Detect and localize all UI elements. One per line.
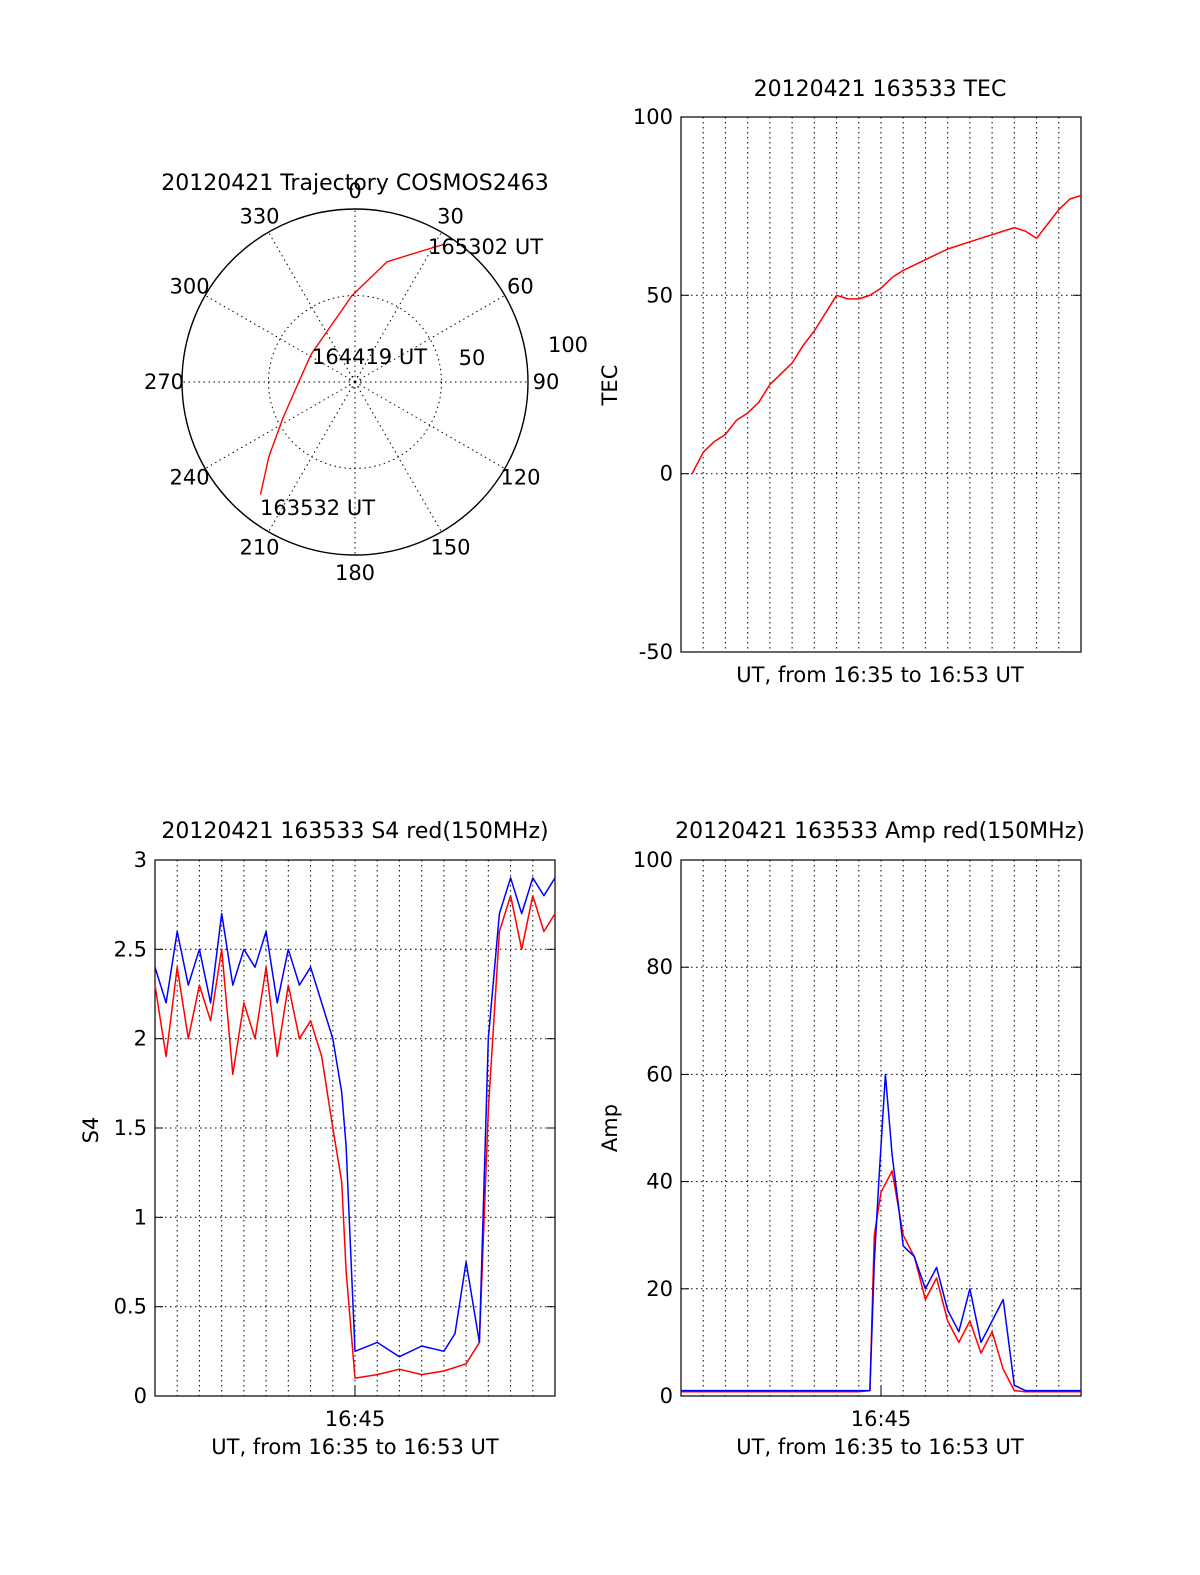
s4-xtick-label: 16:45 — [325, 1407, 386, 1431]
amp-panel: 20120421 163533 Amp red(150MHz) 0 20 40 60 8… — [598, 819, 1085, 1459]
s4-title: 20120421 163533 S4 red(150MHz) — [161, 819, 548, 844]
amp-xlabel: UT, from 16:35 to 16:53 UT — [736, 1435, 1024, 1459]
s4-xlabel: UT, from 16:35 to 16:53 UT — [211, 1435, 499, 1459]
s4-x-ticks: 16:45 — [325, 1386, 386, 1431]
tec-ytick-label-100: 100 — [633, 105, 673, 129]
amp-ytick-label-20: 20 — [646, 1277, 673, 1301]
polar-azimuth-label-330: 330 — [239, 205, 279, 229]
tec-plot-frame — [680, 116, 1082, 653]
polar-azimuth-label-150: 150 — [430, 535, 470, 559]
polar-annotation-end: 165302 UT — [428, 235, 543, 259]
polar-spoke-60 — [354, 295, 506, 383]
tec-y-ticks: -50 0 50 100 — [633, 105, 1081, 664]
tec-grid — [681, 117, 1081, 652]
amp-x-ticks: 16:45 — [851, 1386, 912, 1431]
amp-grid — [681, 860, 1081, 1396]
polar-title: 20120421 Trajectory COSMOS2463 — [161, 171, 548, 196]
amp-ytick-label-100: 100 — [633, 848, 673, 872]
amp-series — [681, 1073, 1081, 1393]
s4-series — [154, 877, 556, 1379]
polar-azimuth-label-300: 300 — [170, 275, 210, 299]
s4-ytick-label-2: 2 — [134, 1027, 147, 1051]
polar-elevation-label-50: 50 — [459, 346, 486, 370]
s4-series-line-0 — [154, 894, 556, 1379]
s4-series-line-1 — [154, 877, 556, 1358]
polar-azimuth-label-240: 240 — [170, 466, 210, 490]
polar-azimuth-label-120: 120 — [500, 466, 540, 490]
amp-xtick-label: 16:45 — [851, 1407, 912, 1431]
amp-ytick-label-60: 60 — [646, 1062, 673, 1086]
tec-series — [691, 194, 1082, 475]
polar-spoke-300 — [204, 295, 356, 383]
polar-azimuth-label-60: 60 — [507, 275, 534, 299]
amp-title: 20120421 163533 Amp red(150MHz) — [675, 819, 1085, 844]
tec-ytick-label-50: 50 — [646, 283, 673, 307]
polar-azimuth-label-210: 210 — [239, 535, 279, 559]
amp-series-line-1 — [681, 1073, 1081, 1392]
amp-ytick-label-40: 40 — [646, 1170, 673, 1194]
polar-azimuth-label-90: 90 — [533, 370, 560, 394]
tec-xlabel: UT, from 16:35 to 16:53 UT — [736, 663, 1024, 687]
s4-ylabel: S4 — [79, 1117, 103, 1144]
polar-spoke-30 — [354, 231, 442, 383]
polar-panel: 20120421 Trajectory COSMOS2463 0 30 60 90 12… — [144, 171, 588, 585]
s4-ytick-label-2.5: 2.5 — [114, 937, 147, 961]
s4-ytick-label-0.5: 0.5 — [114, 1295, 147, 1319]
amp-series-line-0 — [681, 1170, 1081, 1393]
s4-grid — [155, 860, 555, 1396]
tec-ytick-label-0: 0 — [660, 462, 673, 486]
polar-azimuth-label-30: 30 — [437, 205, 464, 229]
tec-ytick-label--50: -50 — [639, 640, 673, 664]
amp-y-ticks: 0 20 40 60 80 100 — [633, 848, 1081, 1408]
polar-elevation-label-100: 100 — [548, 333, 588, 357]
s4-ytick-label-3: 3 — [134, 848, 147, 872]
polar-azimuth-label-0: 0 — [348, 179, 361, 203]
polar-azimuth-label-270: 270 — [144, 370, 184, 394]
amp-ylabel: Amp — [598, 1104, 622, 1152]
polar-azimuth-label-180: 180 — [335, 561, 375, 585]
polar-spoke-150 — [354, 381, 442, 533]
polar-trajectory-line — [259, 243, 445, 495]
tec-series-line-0 — [691, 194, 1082, 475]
s4-panel: 20120421 163533 S4 red(150MHz) 0 0.5 1 1.5 2… — [79, 819, 556, 1459]
polar-annotation-start: 163532 UT — [260, 496, 375, 520]
s4-ytick-label-1: 1 — [134, 1205, 147, 1229]
polar-spoke-330 — [268, 231, 356, 383]
s4-ytick-label-1.5: 1.5 — [114, 1116, 147, 1140]
s4-y-ticks: 0 0.5 1 1.5 2 2.5 3 — [114, 848, 555, 1408]
s4-ytick-label-0: 0 — [134, 1384, 147, 1408]
tec-title: 20120421 163533 TEC — [754, 77, 1007, 102]
tec-ylabel: TEC — [598, 365, 622, 407]
polar-outer-circle — [181, 208, 529, 556]
amp-ytick-label-80: 80 — [646, 955, 673, 979]
polar-spoke-210 — [268, 381, 356, 533]
tec-panel: 20120421 163533 TEC -50 0 50 100 UT, from 1… — [598, 77, 1082, 687]
polar-spoke-120 — [354, 381, 506, 469]
amp-ytick-label-0: 0 — [660, 1384, 673, 1408]
polar-azimuth-labels: 0 30 60 90 120 150 180 210 240 270 300 330 — [144, 179, 559, 585]
polar-annotation-mid: 164419 UT — [312, 345, 427, 369]
